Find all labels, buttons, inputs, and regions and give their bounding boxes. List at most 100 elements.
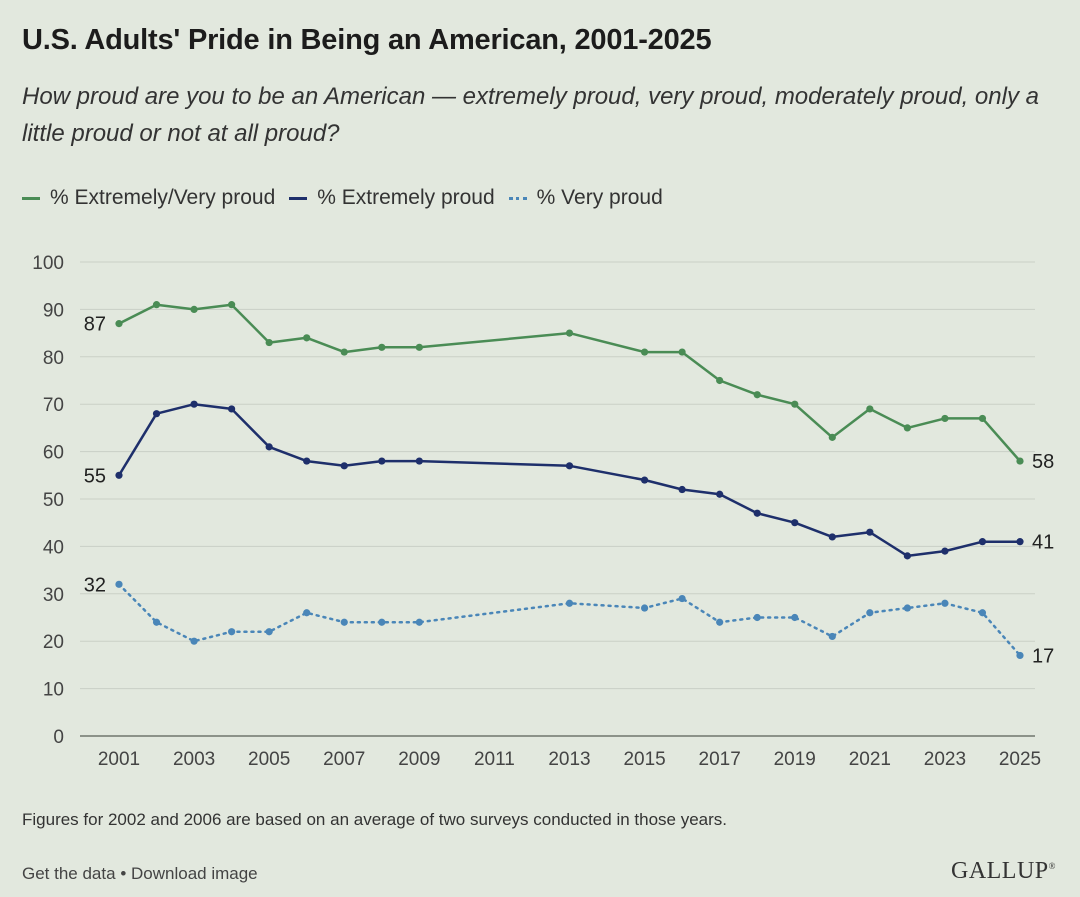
data-point: [678, 594, 686, 603]
data-point: [303, 457, 311, 465]
series-line: [118, 303, 1021, 462]
data-point: [903, 552, 911, 560]
data-point: [340, 348, 348, 356]
x-tick-label: 2015: [623, 749, 665, 770]
data-point: [1016, 538, 1024, 546]
x-tick-label: 2017: [699, 749, 741, 770]
x-tick-label: 2001: [98, 749, 140, 770]
data-point: [415, 618, 423, 626]
data-point: [866, 609, 874, 617]
data-point: [978, 538, 987, 546]
data-point: [1016, 651, 1024, 660]
y-tick-label: 60: [43, 443, 64, 464]
x-tick-label: 2007: [323, 749, 365, 770]
data-point: [828, 632, 836, 641]
x-tick-label: 2025: [999, 749, 1041, 770]
data-point: [791, 400, 799, 408]
data-point: [791, 519, 799, 527]
legend-item-extremely-very-proud: % Extremely/Very proud: [22, 186, 275, 210]
data-point: [678, 348, 686, 356]
y-tick-label: 100: [32, 253, 64, 274]
x-tick-label: 2005: [248, 749, 290, 770]
legend-swatch-very-proud: [508, 196, 527, 200]
footer-links: Get the data • Download image: [22, 864, 258, 884]
data-point: [265, 338, 273, 347]
data-point: [716, 376, 724, 385]
legend-swatch-extremely-proud: [289, 196, 308, 200]
data-point: [753, 391, 761, 399]
footnote: Figures for 2002 and 2006 are based on a…: [22, 810, 728, 829]
get-data-link[interactable]: Get the data: [22, 864, 116, 883]
data-point: [340, 618, 348, 626]
data-point: [565, 462, 574, 470]
x-tick-label: 2013: [548, 749, 590, 770]
y-tick-label: 40: [43, 537, 64, 558]
legend-item-very-proud: % Very proud: [508, 186, 663, 210]
data-point: [115, 320, 123, 328]
y-tick-label: 50: [43, 490, 64, 511]
legend-label: % Extremely/Very proud: [50, 186, 276, 209]
data-point: [716, 490, 724, 498]
data-point: [866, 405, 874, 413]
end-value-label: 41: [1032, 532, 1054, 554]
chart-title: U.S. Adults' Pride in Being an American,…: [22, 24, 712, 56]
y-tick-label: 20: [43, 632, 64, 653]
start-value-label: 87: [84, 314, 106, 336]
data-point: [190, 400, 198, 408]
data-point: [303, 334, 311, 342]
data-point: [340, 462, 348, 470]
data-point: [190, 305, 198, 313]
x-tick-label: 2011: [474, 749, 515, 770]
legend-label: % Extremely proud: [317, 186, 495, 209]
y-tick-label: 70: [43, 395, 64, 416]
legend-label: % Very proud: [536, 186, 663, 209]
data-point: [415, 457, 423, 465]
data-point: [791, 613, 799, 622]
y-tick-label: 30: [43, 585, 64, 606]
data-point: [152, 410, 161, 418]
y-tick-label: 80: [43, 348, 64, 369]
data-point: [303, 609, 311, 617]
y-tick-label: 0: [53, 727, 64, 748]
data-point: [265, 628, 273, 636]
x-tick-label: 2003: [173, 749, 215, 770]
data-point: [378, 343, 386, 351]
data-point: [978, 609, 987, 617]
series-line: [117, 402, 1020, 558]
data-point: [228, 628, 236, 636]
data-point: [978, 414, 987, 423]
data-point: [640, 604, 649, 612]
data-point: [903, 424, 911, 432]
data-point: [415, 343, 423, 351]
legend-swatch-extremely-very-proud: [22, 196, 40, 200]
end-value-label: 58: [1032, 451, 1054, 473]
data-point: [678, 485, 686, 494]
x-tick-label: 2023: [924, 749, 966, 770]
data-point: [115, 580, 123, 588]
data-point: [1016, 457, 1024, 465]
data-point: [190, 637, 198, 645]
legend-item-extremely-proud: % Extremely proud: [289, 186, 495, 210]
data-point: [753, 509, 761, 517]
data-point: [941, 599, 949, 607]
data-point: [828, 533, 836, 541]
x-tick-label: 2009: [398, 749, 440, 770]
series-line: [117, 583, 1022, 657]
footer-separator: •: [120, 864, 127, 883]
data-point: [378, 618, 386, 626]
data-point: [903, 604, 911, 612]
chart-legend: % Extremely/Very proud % Extremely proud…: [22, 186, 677, 210]
data-point: [640, 476, 649, 484]
data-point: [753, 613, 761, 622]
data-point: [265, 443, 273, 451]
data-point: [866, 528, 874, 536]
chart-subtitle: How proud are you to be an American — ex…: [22, 83, 1039, 147]
data-point: [378, 457, 386, 465]
data-point: [152, 618, 161, 626]
start-value-label: 55: [84, 465, 106, 487]
data-point: [228, 301, 236, 309]
data-point: [228, 405, 236, 413]
gallup-logo: GALLUP®: [950, 858, 1056, 884]
download-image-link[interactable]: Download image: [131, 864, 258, 883]
y-tick-label: 90: [43, 300, 64, 321]
